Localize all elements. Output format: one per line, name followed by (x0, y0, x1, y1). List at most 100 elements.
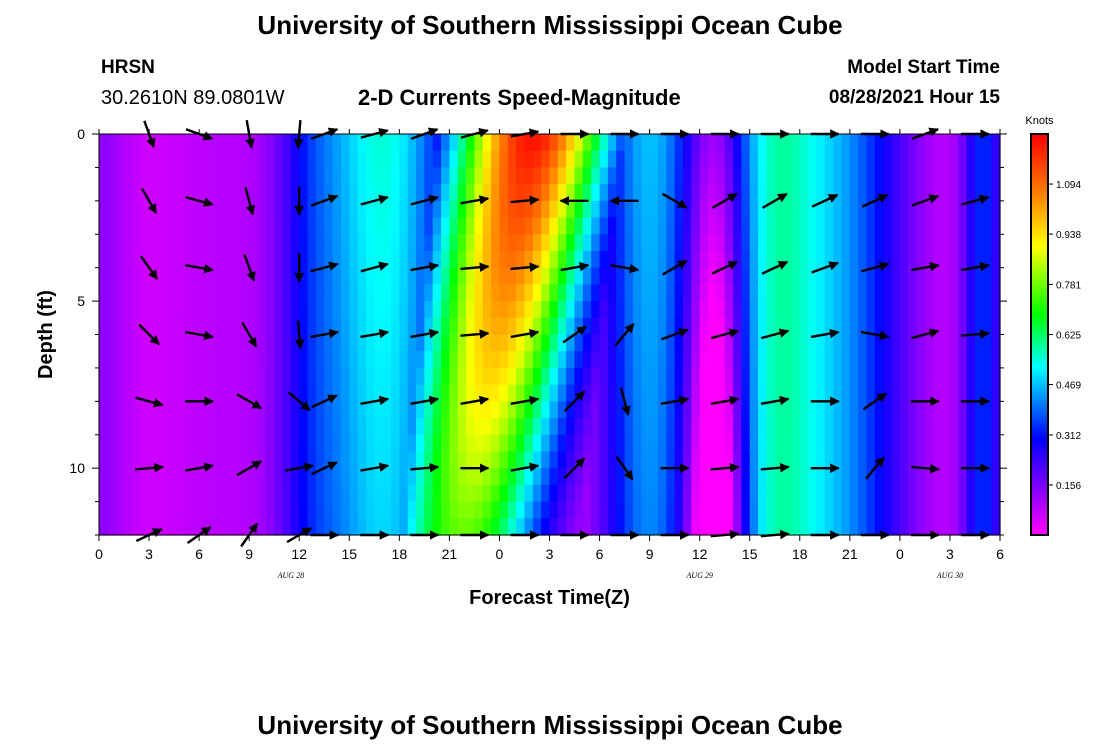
heatmap-cell (424, 267, 434, 285)
heatmap-cell (432, 351, 442, 369)
heatmap-cell (958, 167, 968, 185)
heatmap-cell (224, 351, 234, 369)
heatmap-cell (457, 184, 467, 202)
heatmap-cell (399, 384, 409, 402)
heatmap-cell (324, 167, 334, 185)
heatmap-cell (841, 418, 851, 436)
heatmap-cell (858, 250, 868, 269)
heatmap-cell (933, 384, 943, 402)
heatmap-cell (766, 434, 776, 453)
heatmap-cell (199, 468, 209, 486)
heatmap-cell (991, 468, 1001, 486)
heatmap-cell (115, 484, 125, 503)
heatmap-cell (149, 367, 158, 386)
heatmap-cell (457, 401, 467, 419)
current-vector (134, 462, 164, 473)
heatmap-cell (390, 284, 400, 302)
heatmap-cell (574, 401, 584, 419)
heatmap-cell (516, 468, 526, 486)
heatmap-cell (841, 501, 851, 519)
heatmap-cell (599, 484, 609, 503)
heatmap-cell (883, 317, 893, 336)
heatmap-cell (232, 334, 242, 352)
heatmap-cell (315, 317, 325, 336)
heatmap-cell (649, 351, 659, 369)
heatmap-cell (307, 267, 317, 285)
heatmap-cell (149, 384, 158, 402)
heatmap-cell (949, 150, 959, 169)
heatmap-cell (883, 167, 893, 185)
heatmap-cell (182, 484, 192, 503)
heatmap-cell (607, 434, 617, 453)
heatmap-cell (374, 284, 384, 302)
heatmap-cell (666, 367, 676, 386)
heatmap-cell (791, 501, 801, 519)
heatmap-cell (199, 418, 209, 436)
heatmap-cell (282, 451, 292, 469)
heatmap-cell (741, 200, 751, 219)
heatmap-cell (207, 317, 217, 336)
heatmap-cell (257, 267, 267, 285)
heatmap-cell (883, 184, 893, 202)
heatmap-cell (733, 351, 742, 369)
heatmap-cell (340, 317, 350, 336)
heatmap-cell (816, 484, 826, 503)
heatmap-cell (657, 217, 667, 235)
heatmap-cell (724, 150, 734, 169)
heatmap-cell (357, 501, 367, 519)
heatmap-cell (733, 451, 742, 469)
heatmap-cell (340, 267, 350, 285)
current-vector (311, 461, 338, 476)
heatmap-cell (783, 518, 793, 536)
heatmap-cell (674, 468, 684, 486)
heatmap-cell (349, 501, 359, 519)
heatmap-cell (591, 184, 601, 202)
heatmap-cell (332, 468, 342, 486)
heatmap-cell (432, 167, 442, 185)
heatmap-cell (457, 267, 467, 285)
heatmap-cell (174, 217, 184, 235)
heatmap-cell (958, 250, 968, 269)
heatmap-cell (290, 150, 300, 169)
heatmap-cell (641, 518, 651, 536)
heatmap-cell (99, 367, 108, 386)
heatmap-cell (432, 200, 442, 219)
heatmap-cell (666, 434, 676, 453)
heatmap-cell (941, 217, 951, 235)
x-tick-label: 6 (195, 546, 203, 562)
heatmap-cell (224, 468, 234, 486)
heatmap-cell (591, 418, 601, 436)
heatmap-cell (165, 367, 175, 386)
heatmap-cell (641, 484, 651, 503)
heatmap-cell (983, 284, 993, 302)
heatmap-cell (682, 418, 692, 436)
heatmap-cell (499, 217, 509, 235)
heatmap-cell (641, 384, 651, 402)
current-vector (661, 192, 688, 209)
heatmap-cell (883, 334, 893, 352)
heatmap-cell (891, 367, 901, 386)
heatmap-cell (666, 150, 676, 169)
current-vector (236, 393, 263, 410)
heatmap-cell (974, 384, 984, 402)
heatmap-cell (666, 250, 676, 269)
heatmap-cell (449, 384, 459, 402)
heatmap-cell (916, 184, 926, 202)
heatmap-cell (557, 451, 567, 469)
heatmap-cell (491, 367, 501, 386)
heatmap-cell (674, 418, 684, 436)
heatmap-cell (941, 518, 951, 536)
heatmap-cell (624, 184, 634, 202)
heatmap-cell (849, 200, 859, 219)
heatmap-cell (549, 267, 559, 285)
heatmap-cell (974, 250, 984, 269)
heatmap-cell (140, 301, 150, 319)
heatmap-cell (107, 401, 117, 419)
heatmap-cell (491, 484, 501, 503)
heatmap-cell (891, 484, 901, 503)
heatmap-cell (307, 184, 317, 202)
heatmap-cell (374, 200, 384, 219)
current-vector (860, 261, 890, 273)
heatmap-cell (524, 134, 534, 152)
